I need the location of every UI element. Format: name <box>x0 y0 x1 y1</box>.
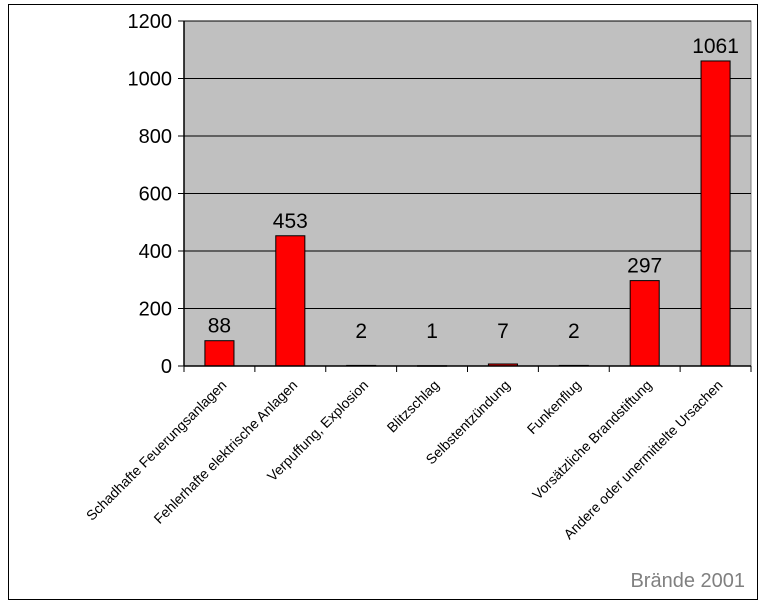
x-category-label: Funkenflug <box>524 377 584 437</box>
y-tick-label: 1000 <box>128 69 173 91</box>
data-label: 88 <box>208 315 231 338</box>
x-category-label: Andere oder unermittelte Ursachen <box>560 377 725 542</box>
bar <box>629 280 660 367</box>
chart-frame: 0 200 400 600 800 1000 1200 88 Schadhafte Feueru… <box>8 4 758 600</box>
chart-caption: Brände 2001 <box>630 570 745 592</box>
y-tick-label: 1200 <box>128 11 173 33</box>
data-label: 7 <box>497 320 509 343</box>
data-label: 2 <box>355 320 367 343</box>
bar <box>275 235 306 367</box>
y-tick-label: 600 <box>139 184 172 206</box>
axes <box>178 20 752 372</box>
x-category-label: Fehlerhafte elektrische Anlagen <box>150 377 300 527</box>
bar <box>204 340 235 367</box>
bar-chart: 0 200 400 600 800 1000 1200 88 Schadhafte Feueru… <box>83 11 752 592</box>
y-tick-label: 0 <box>161 356 172 378</box>
data-label: 1061 <box>692 35 739 58</box>
data-label: 1 <box>426 320 438 343</box>
bar <box>700 60 731 367</box>
y-tick-label: 800 <box>139 126 172 148</box>
x-category-label: Schadhafte Feuerungsanlagen <box>83 377 230 524</box>
x-category-label: Vorsätzliche Brandstiftung <box>529 377 655 503</box>
data-label: 297 <box>627 255 662 278</box>
x-category-label: Blitzschlag <box>384 377 443 436</box>
y-tick-label: 200 <box>139 299 172 321</box>
y-tick-label: 400 <box>139 241 172 263</box>
data-label: 453 <box>273 210 308 233</box>
data-label: 2 <box>568 320 580 343</box>
bars <box>204 60 731 367</box>
